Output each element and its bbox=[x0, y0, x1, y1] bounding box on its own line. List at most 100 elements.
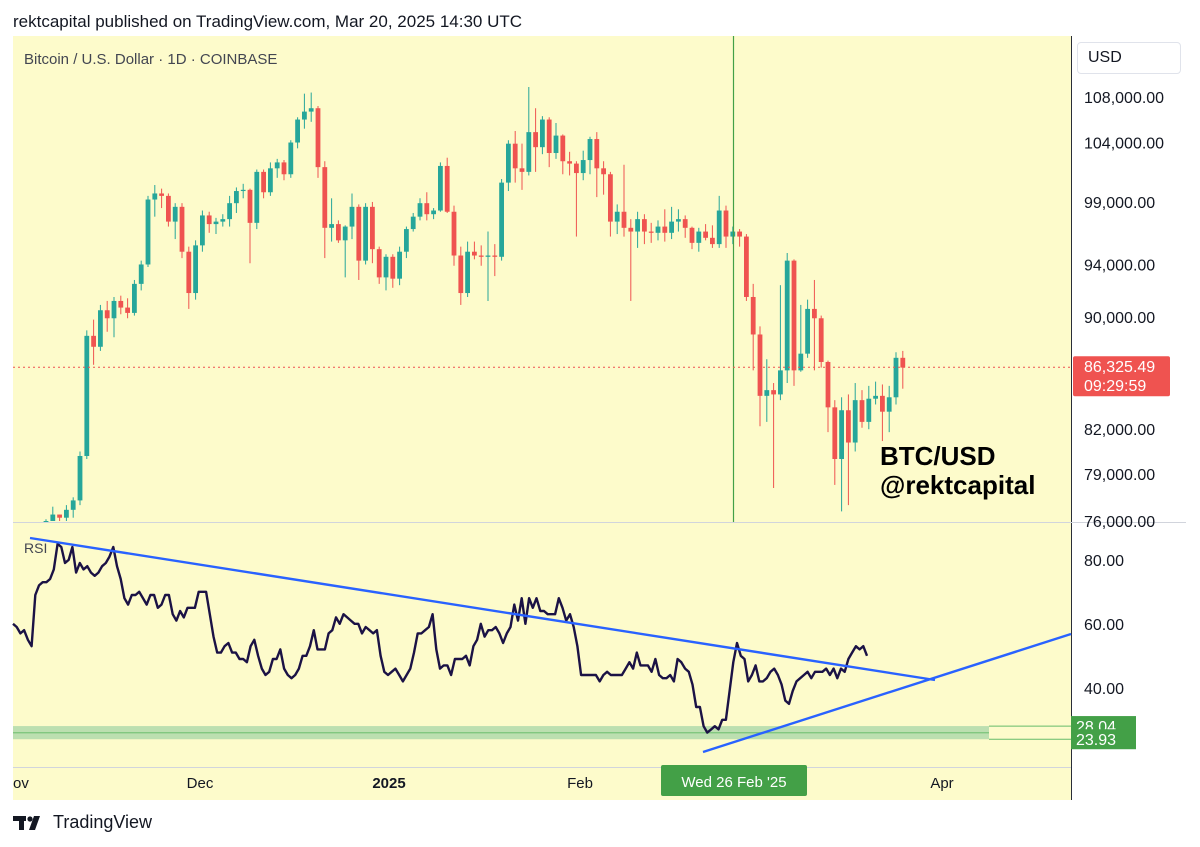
rsi-pane bbox=[12, 542, 1071, 740]
candle-body bbox=[825, 361, 831, 408]
candle-body bbox=[628, 227, 634, 232]
candle-body bbox=[200, 215, 205, 246]
crosshair-date-label: Wed 26 Feb '25 bbox=[681, 774, 786, 791]
candle-body bbox=[152, 193, 158, 200]
rsi-tick-label: 80.00 bbox=[1084, 553, 1124, 570]
candle-body bbox=[587, 139, 593, 161]
candle-body bbox=[315, 108, 321, 168]
candle-body bbox=[234, 191, 239, 204]
candle-body bbox=[295, 119, 300, 143]
tradingview-brand-text: TradingView bbox=[53, 812, 153, 832]
candle-body bbox=[342, 226, 348, 241]
currency-button[interactable]: USD bbox=[1077, 42, 1181, 74]
candle-body bbox=[145, 199, 151, 265]
candle-body bbox=[281, 162, 287, 175]
time-tick-label: Feb bbox=[567, 775, 593, 792]
candle-body bbox=[213, 221, 219, 225]
candle-body bbox=[642, 219, 647, 232]
candle-body bbox=[288, 142, 294, 175]
candle-body bbox=[57, 514, 62, 518]
candle-body bbox=[247, 189, 253, 223]
candle-body bbox=[608, 174, 613, 222]
candle-body bbox=[166, 195, 171, 222]
price-axis bbox=[1072, 36, 1186, 800]
candle-body bbox=[499, 182, 504, 257]
candle-body bbox=[91, 335, 96, 347]
candle-body bbox=[363, 206, 368, 261]
last-price-value: 86,325.49 bbox=[1084, 359, 1155, 376]
candle-body bbox=[43, 521, 49, 522]
time-tick-label: 2025 bbox=[372, 775, 405, 792]
rsi-tick-label: 40.00 bbox=[1084, 681, 1124, 698]
candle-body bbox=[832, 407, 838, 460]
candle-body bbox=[526, 132, 532, 172]
candle-body bbox=[812, 308, 817, 319]
candle-body bbox=[64, 509, 69, 518]
candle-body bbox=[227, 203, 232, 220]
candle-body bbox=[404, 229, 409, 252]
rsi-line bbox=[12, 542, 869, 734]
candle-body bbox=[771, 390, 776, 395]
candle-body bbox=[193, 245, 198, 294]
candle-body bbox=[451, 211, 457, 256]
candle-body bbox=[621, 211, 627, 228]
candle-body bbox=[268, 168, 273, 193]
candle-body bbox=[580, 160, 586, 174]
candle-body bbox=[757, 334, 763, 396]
candle-body bbox=[356, 206, 362, 261]
candle-body bbox=[274, 162, 280, 169]
candle-body bbox=[723, 210, 729, 237]
candle-body bbox=[750, 296, 756, 335]
candle-body bbox=[798, 353, 804, 371]
symbol-title: Bitcoin / U.S. Dollar · 1D · COINBASE bbox=[24, 51, 278, 68]
price-tick-label: 104,000.00 bbox=[1084, 136, 1164, 153]
candle-body bbox=[424, 203, 430, 215]
candle-body bbox=[900, 357, 906, 368]
candle-body bbox=[478, 255, 484, 257]
candle-body bbox=[438, 165, 443, 211]
candle-body bbox=[696, 231, 702, 243]
tradingview-logo[interactable]: TradingView bbox=[13, 812, 152, 833]
zone-low-tag bbox=[1071, 729, 1136, 750]
candle-body bbox=[669, 221, 674, 233]
candle-body bbox=[370, 206, 375, 250]
price-tick-label: 90,000.00 bbox=[1084, 310, 1155, 327]
candle-body bbox=[159, 193, 164, 196]
candle-body bbox=[485, 255, 491, 257]
tradingview-logo-icon bbox=[13, 815, 40, 830]
candle-body bbox=[574, 163, 579, 174]
candle-body bbox=[410, 216, 416, 230]
candle-body bbox=[601, 168, 606, 175]
candle-body bbox=[873, 395, 878, 399]
rsi-downtrend-line bbox=[29, 536, 936, 682]
candle-body bbox=[567, 161, 572, 164]
candle-body bbox=[261, 171, 266, 193]
candle-body bbox=[519, 168, 525, 172]
candle-body bbox=[125, 307, 130, 313]
candle-body bbox=[302, 111, 307, 120]
publish-header: rektcapital published on TradingView.com… bbox=[13, 12, 523, 31]
candle-body bbox=[648, 231, 654, 233]
candle-body bbox=[206, 215, 212, 225]
candle-body bbox=[614, 211, 620, 222]
time-tick-label: ov bbox=[13, 775, 29, 792]
time-tick-label: Apr bbox=[930, 775, 953, 792]
candle-body bbox=[240, 189, 246, 192]
candle-body bbox=[431, 210, 436, 215]
candle-body bbox=[472, 251, 477, 256]
candlestick-series bbox=[43, 86, 906, 522]
candle-body bbox=[512, 143, 518, 169]
candle-body bbox=[553, 135, 559, 154]
zone-low-value: 23.93 bbox=[1076, 732, 1116, 749]
candle-body bbox=[893, 357, 899, 398]
candle-body bbox=[560, 135, 566, 162]
last-price-tag bbox=[1073, 356, 1170, 397]
candle-body bbox=[172, 206, 178, 222]
candle-body bbox=[254, 171, 260, 223]
price-tick-label: 82,000.00 bbox=[1084, 422, 1155, 439]
candle-body bbox=[138, 264, 144, 284]
candle-body bbox=[703, 231, 708, 238]
candle-body bbox=[594, 139, 600, 169]
